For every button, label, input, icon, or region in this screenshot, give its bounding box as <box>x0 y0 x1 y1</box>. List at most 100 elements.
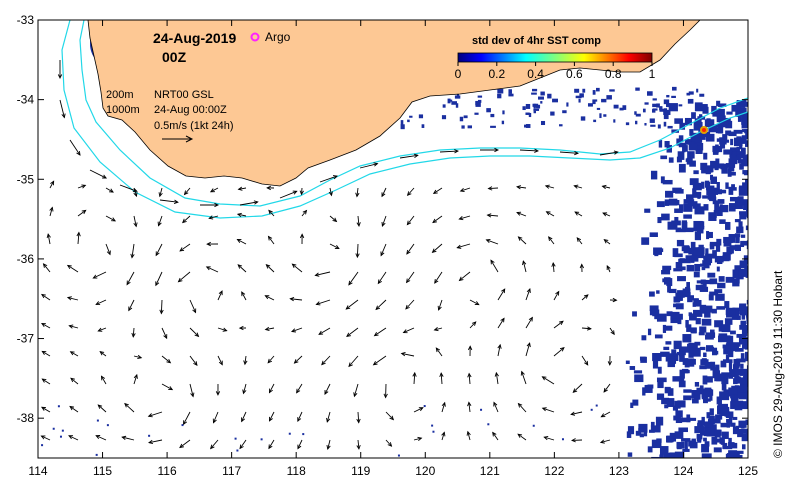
sst-pixel <box>501 120 505 125</box>
current-arrow <box>486 239 499 245</box>
current-arrow-head <box>458 216 464 221</box>
sst-pixel <box>659 106 663 111</box>
sst-pixel <box>718 325 723 332</box>
sst-pixel <box>719 437 725 444</box>
current-arrow-head <box>454 149 460 154</box>
current-arrow <box>413 437 422 441</box>
current-arrow-head <box>435 347 441 353</box>
sst-pixel <box>688 91 694 95</box>
sst-pixel <box>508 89 512 94</box>
current-arrow-head <box>183 420 188 426</box>
current-arrow-head <box>601 184 607 190</box>
current-arrow-head <box>215 391 221 396</box>
current-arrow <box>161 355 171 364</box>
sst-pixel <box>698 133 706 140</box>
current-arrow-head <box>402 329 408 334</box>
current-arrow-head <box>517 236 523 241</box>
current-arrow <box>546 211 555 217</box>
current-arrow-head <box>266 185 271 191</box>
current-arrow-head <box>111 217 117 222</box>
sst-pixel <box>685 255 692 262</box>
current-arrow-head <box>205 266 211 271</box>
sst-pixel <box>728 437 732 445</box>
sst-pixel <box>601 98 607 103</box>
current-arrow-head <box>406 249 411 255</box>
current-arrow-head <box>526 287 531 293</box>
current-arrow <box>490 260 499 273</box>
current-arrow <box>519 149 539 152</box>
current-arrow <box>525 288 531 301</box>
current-arrow-head <box>66 264 72 270</box>
sst-pixel <box>672 376 682 382</box>
sst-pixel <box>689 141 694 146</box>
sst-pixel <box>686 358 695 367</box>
sst-pixel <box>703 279 714 285</box>
sst-pixel <box>715 243 721 252</box>
sst-pixel <box>578 98 581 103</box>
sst-pixel <box>622 105 627 110</box>
sst-pixel <box>662 265 672 271</box>
sst-pixel <box>703 305 713 313</box>
sst-pixel <box>652 103 657 108</box>
sst-pixel <box>643 431 648 437</box>
sst-pixel <box>738 221 743 228</box>
sst-pixel <box>715 364 720 373</box>
sst-pixel <box>659 108 667 112</box>
sst-pixel <box>663 99 670 105</box>
sst-pixel <box>59 435 62 438</box>
current-arrow <box>70 351 79 357</box>
current-arrow-head <box>541 376 547 381</box>
current-arrow-head <box>610 330 615 336</box>
current-arrow <box>159 199 178 203</box>
current-arrow-head <box>326 417 331 423</box>
sst-pixel <box>639 433 644 438</box>
current-arrow <box>133 355 142 359</box>
sst-pixel <box>715 293 725 301</box>
sst-pixel <box>732 426 738 435</box>
sst-pixel <box>737 457 744 458</box>
current-arrow <box>469 299 479 306</box>
colorbar: std dev of 4hr SST comp 0 0.2 0.4 0.6 0.8 1 <box>455 35 656 81</box>
current-arrow-head <box>328 191 333 197</box>
sst-pixel <box>665 325 673 331</box>
current-arrow-head <box>155 251 160 257</box>
current-arrow <box>432 243 443 253</box>
sst-pixel <box>625 122 630 126</box>
sst-pixel <box>673 268 683 272</box>
sst-pixel <box>497 93 502 99</box>
current-arrow <box>217 355 223 365</box>
current-arrow-head <box>612 297 618 303</box>
sst-pixel <box>667 221 678 230</box>
sst-pixel <box>722 139 730 143</box>
current-arrow-head <box>356 444 361 450</box>
sst-pixel <box>302 433 305 436</box>
current-arrow-head <box>238 325 244 331</box>
current-arrow <box>178 271 191 283</box>
current-arrow <box>237 213 247 217</box>
current-arrow <box>292 263 303 273</box>
sst-pixel <box>682 359 687 365</box>
sst-pixel <box>685 158 693 162</box>
current-arrow <box>406 215 415 225</box>
current-arrow <box>602 212 611 217</box>
sst-pixel <box>627 452 633 457</box>
current-arrow-head <box>526 342 531 348</box>
current-arrow-head <box>302 209 308 215</box>
sst-pixel <box>676 351 686 356</box>
sst-pixel <box>696 88 699 93</box>
current-arrow <box>268 236 275 245</box>
sst-pixel <box>664 199 670 206</box>
sst-pixel <box>681 221 688 230</box>
lat-tick-label: -36 <box>17 252 35 266</box>
sst-pixel <box>666 436 674 443</box>
current-arrow-head <box>214 202 220 208</box>
sst-pixel <box>743 112 748 121</box>
current-arrow-head <box>467 372 472 378</box>
sst-pixel <box>678 142 687 148</box>
sst-pixel <box>730 147 739 155</box>
current-arrow-head <box>168 386 174 391</box>
sst-pixel <box>696 203 701 208</box>
current-arrow-head <box>602 212 608 217</box>
sst-pixel <box>732 269 739 279</box>
sst-pixel <box>678 427 688 433</box>
